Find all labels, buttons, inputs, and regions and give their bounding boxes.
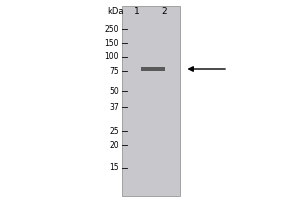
Text: 1: 1 [134,6,140,16]
Text: 20: 20 [110,140,119,149]
Text: 50: 50 [110,87,119,96]
Text: 150: 150 [105,38,119,47]
Text: 75: 75 [110,66,119,75]
Text: kDa: kDa [107,6,124,16]
Text: 100: 100 [105,52,119,61]
Text: 250: 250 [105,24,119,33]
Text: 25: 25 [110,127,119,136]
Text: 2: 2 [162,6,167,16]
Text: 37: 37 [110,102,119,112]
Bar [141,67,165,71]
Text: 15: 15 [110,163,119,172]
Bar [122,6,180,196]
